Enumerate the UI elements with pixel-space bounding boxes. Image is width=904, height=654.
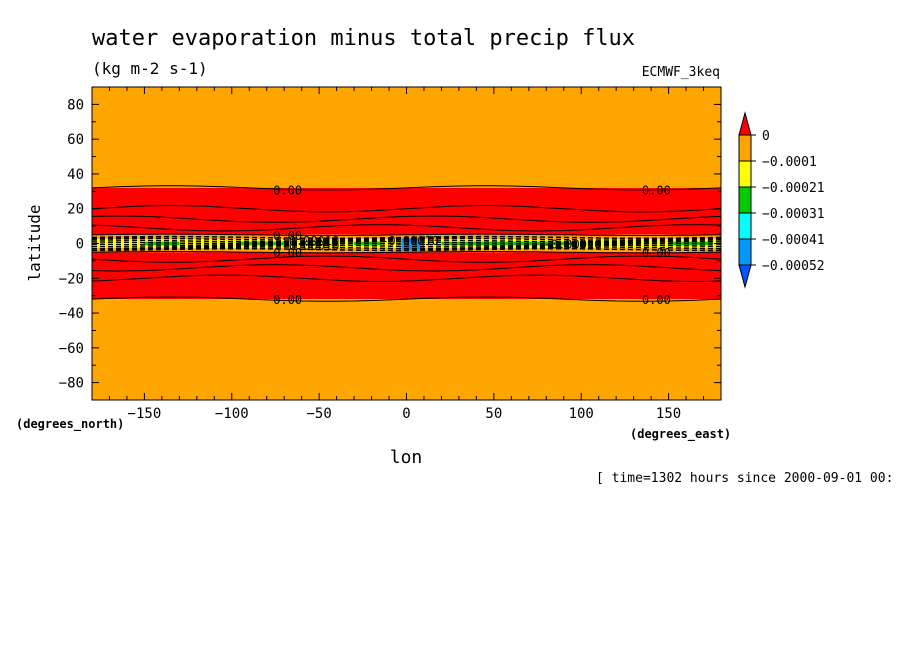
contour-line [91,224,722,232]
contour-label: -0.00010 [381,234,439,248]
colorbar-arrow-top [738,111,752,136]
contour-label: 0.00 [642,246,671,260]
band-green-patch [144,241,180,246]
band-orange-south [92,299,721,400]
band-green-patch [441,241,573,246]
contour-label: 0.00 [273,184,302,198]
colorbar-swatch [738,212,752,240]
contour-line [91,185,722,191]
contour-labels: 0.00 0.000.00 0.000.000.00 0.00-0.00010-0.0… [273,184,671,308]
contour-line [91,237,722,241]
colorbar-label: −0.00052 [762,259,825,274]
contour-line [91,241,722,245]
x-tick-label: 100 [569,406,594,422]
contour-line [91,242,722,246]
contour-line [91,246,722,250]
colorbar-swatch [738,134,752,162]
contour-lines [91,185,722,302]
chart-subtitle: (kg m-2 s-1) [92,59,208,78]
y-tick-label: 60 [67,132,84,148]
contour-label: -0.00010 [282,239,340,253]
contour-label: 0.00 [273,229,302,243]
contour-label: 0.00 [642,293,671,307]
y-axis: 80 60 40 20 0 −20 −40 −60 −80 [59,97,721,392]
x-units-label: (degrees_east) [630,427,731,442]
x-tick-label: 50 [485,406,502,422]
colorbar-label: −0.00041 [762,233,825,248]
colorbar-label: −0.0001 [762,155,817,170]
contour-line [91,264,722,272]
dataset-label: ECMWF_3keq [642,65,720,80]
contour-label: 0.00 [273,246,302,260]
colorbar-swatch [738,186,752,214]
y-tick-label: −80 [59,376,84,392]
colorbar-label: −0.00031 [762,207,825,222]
y-tick-label: −40 [59,306,84,322]
colorbar-label: −0.00021 [762,181,825,196]
x-tick-label: −150 [128,406,162,422]
colorbar-swatch [738,160,752,188]
y-tick-label: 40 [67,167,84,183]
y-tick-label: −20 [59,271,84,287]
time-note: [ time=1302 hours since 2000-09-01 00: [596,471,893,486]
x-tick-label: −50 [306,406,331,422]
x-axis-label: lon [390,447,423,468]
contour-label: -0.00010 [282,234,340,248]
contour-line [91,235,722,240]
contour-line [91,205,722,213]
contour-line [91,296,722,302]
colorbar: 0 −0.0001 −0.00021 −0.00031 −0.00041 −0.00052 [738,111,825,289]
y-tick-label: 0 [76,237,84,253]
contour-label: 0.00 [273,293,302,307]
x-axis: −150 −100 −50 0 50 100 150 [108,87,705,422]
y-tick-label: 20 [67,202,84,218]
x-tick-label: 150 [656,406,681,422]
contour-label: 0.00 [642,184,671,198]
y-tick-label: −60 [59,341,84,357]
y-axis-label: latitude [25,204,44,281]
chart-title: water evaporation minus total precip flu… [92,26,635,51]
band-orange-north [92,87,721,188]
x-tick-label: −100 [215,406,249,422]
contour-line [91,244,722,248]
contour-line [91,215,722,223]
contour-line [92,239,722,243]
y-tick-label: 80 [67,97,84,113]
contour-line [91,255,722,263]
contour-label: -0.00010 [544,238,602,252]
contour-line [91,251,722,254]
band-green-patch [668,241,713,246]
x-tick-label: 0 [402,406,410,422]
colorbar-label: 0 [762,129,770,144]
contour-line [91,274,722,282]
contour-line [91,233,722,236]
contour-line [92,247,722,252]
y-units-label: (degrees_north) [16,417,124,432]
colorbar-arrow-bottom [738,264,752,289]
colorbar-swatch [738,238,752,266]
